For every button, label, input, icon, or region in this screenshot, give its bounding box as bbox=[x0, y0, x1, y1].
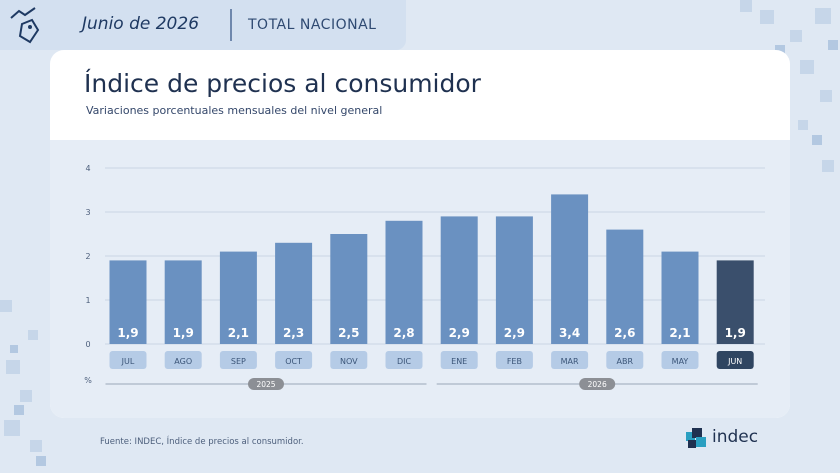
x-tick-label: MAR bbox=[561, 357, 579, 366]
bar-value-label: 2,6 bbox=[614, 326, 635, 340]
year-pill bbox=[579, 378, 616, 390]
bar-value-label: 1,9 bbox=[173, 326, 194, 340]
x-tick-label: NOV bbox=[340, 357, 358, 366]
bar-value-label: 2,1 bbox=[228, 326, 249, 340]
month-pill bbox=[164, 351, 202, 369]
bar-value-label: 2,3 bbox=[283, 326, 304, 340]
bar bbox=[275, 242, 313, 344]
indec-logo-icon bbox=[686, 428, 706, 448]
x-tick-label: FEB bbox=[507, 357, 522, 366]
bar-value-label: 1,9 bbox=[725, 326, 746, 340]
x-tick-label: JUL bbox=[121, 357, 135, 366]
month-pill bbox=[716, 351, 754, 369]
bar bbox=[661, 251, 699, 344]
bar bbox=[219, 251, 257, 344]
y-tick-label: 2 bbox=[85, 252, 90, 261]
bar-value-label: 2,9 bbox=[449, 326, 470, 340]
x-tick-label: DIC bbox=[397, 357, 412, 366]
bar bbox=[716, 260, 754, 344]
month-pill bbox=[275, 351, 313, 369]
bar-chart: 0 1 2 3 4% 1,9 JUL 1,9 AGO 2,1 SEP 2,3 OCT 2,5 NOV 2,8 D… bbox=[84, 164, 765, 390]
scope-label: TOTAL NACIONAL bbox=[248, 17, 377, 33]
bar-value-label: 2,1 bbox=[669, 326, 690, 340]
chart-title: Índice de precios al consumidor bbox=[84, 69, 481, 98]
month-pill bbox=[551, 351, 589, 369]
period-label: Junio de 2026 bbox=[82, 14, 200, 34]
header-bar: Junio de 2026 TOTAL NACIONAL bbox=[0, 0, 406, 50]
year-pill bbox=[248, 378, 284, 390]
chart-area: 0 1 2 3 4% 1,9 JUL 1,9 AGO 2,1 SEP 2,3 OCT 2,5 NOV 2,8 D… bbox=[50, 140, 790, 418]
bar-value-label: 1,9 bbox=[117, 326, 138, 340]
y-tick-label: 3 bbox=[85, 208, 90, 217]
bar bbox=[385, 220, 423, 344]
x-tick-label: ENE bbox=[451, 357, 467, 366]
bar-value-label: 2,9 bbox=[504, 326, 525, 340]
x-tick-label: OCT bbox=[285, 357, 302, 366]
bar bbox=[440, 216, 478, 344]
bar bbox=[109, 260, 147, 344]
bar-value-label: 3,4 bbox=[559, 326, 580, 340]
month-pill bbox=[385, 351, 423, 369]
year-label: 2025 bbox=[256, 380, 275, 389]
month-pill bbox=[109, 351, 147, 369]
bar bbox=[164, 260, 202, 344]
year-label: 2026 bbox=[588, 380, 607, 389]
bar bbox=[551, 194, 589, 344]
month-pill bbox=[495, 351, 533, 369]
x-tick-label: SEP bbox=[231, 357, 246, 366]
chart-card: Índice de precios al consumidor Variacio… bbox=[50, 50, 790, 418]
header-divider bbox=[230, 9, 232, 41]
x-tick-label: JUN bbox=[727, 357, 742, 366]
month-pill bbox=[330, 351, 368, 369]
month-pill bbox=[219, 351, 257, 369]
indec-logo-text: indec bbox=[712, 427, 759, 447]
bar bbox=[330, 234, 368, 344]
bar bbox=[606, 229, 644, 344]
bar bbox=[495, 216, 533, 344]
x-tick-label: MAY bbox=[672, 357, 689, 366]
y-tick-label: 1 bbox=[85, 296, 90, 305]
price-tag-trend-icon bbox=[10, 7, 40, 44]
source-note: Fuente: INDEC, Índice de precios al cons… bbox=[100, 437, 304, 447]
y-axis-unit-label: % bbox=[84, 376, 92, 385]
x-tick-label: ABR bbox=[617, 357, 634, 366]
bar-value-label: 2,8 bbox=[393, 326, 414, 340]
chart-subtitle: Variaciones porcentuales mensuales del n… bbox=[86, 104, 383, 117]
month-pill bbox=[606, 351, 644, 369]
bar-value-label: 2,5 bbox=[338, 326, 359, 340]
month-pill bbox=[440, 351, 478, 369]
y-tick-label: 4 bbox=[85, 164, 90, 173]
month-pill bbox=[661, 351, 699, 369]
y-tick-label: 0 bbox=[85, 340, 90, 349]
x-tick-label: AGO bbox=[174, 357, 192, 366]
